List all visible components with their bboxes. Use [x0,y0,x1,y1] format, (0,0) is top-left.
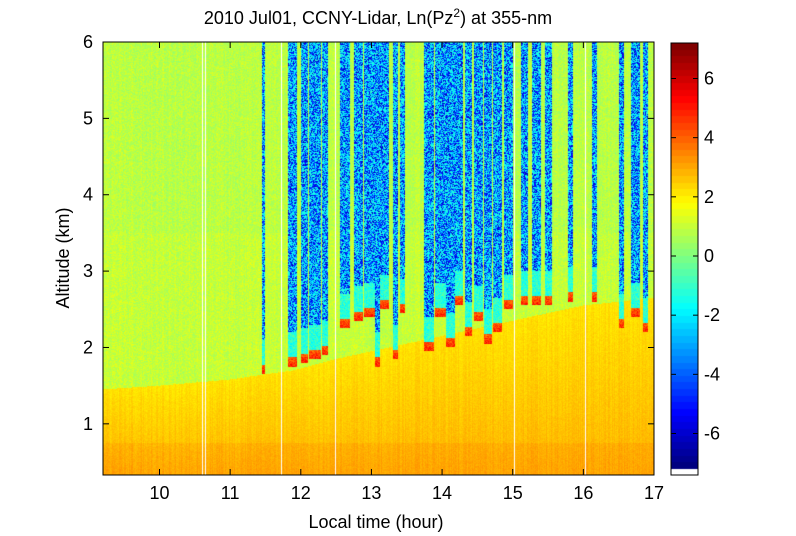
colorbar: -6 -4 -2 0 2 4 6 [670,42,720,476]
y-tick-label: 5 [83,108,93,128]
y-axis: 1 2 3 4 5 6 [83,32,654,434]
x-tick-label: 15 [503,483,523,503]
x-tick-label: 16 [573,483,593,503]
plot-frame [102,41,655,476]
colorbar-gradient [671,43,698,475]
x-axis-label: Local time (hour) [308,512,443,532]
chart-title: 2010 Jul01, CCNY-Lidar, Ln(Pz2) at 355-n… [204,6,552,28]
colorbar-tick-label: 2 [704,187,714,207]
chart-title-superscript: 2 [453,6,460,20]
x-tick-label: 11 [221,483,240,503]
y-tick-label: 3 [83,261,93,281]
x-axis: 10 11 12 13 14 15 16 17 [149,42,664,503]
y-tick-label: 1 [83,414,93,434]
y-axis-label: Altitude (km) [53,207,73,308]
x-tick-label: 10 [149,483,169,503]
colorbar-tick-label: -4 [704,364,720,384]
heatmap-image [103,42,654,475]
colorbar-tick-label: -6 [704,424,720,444]
heatmap-holder [103,42,654,475]
colorbar-holder [671,43,698,475]
y-tick-label: 6 [83,32,93,52]
y-tick-label: 2 [83,337,93,357]
y-tick-label: 4 [83,185,93,205]
colorbar-ticks: -6 -4 -2 0 2 4 6 [671,69,720,444]
colorbar-tick-label: 0 [704,246,714,266]
colorbar-frame [670,42,699,476]
x-tick-label: 12 [291,483,311,503]
x-tick-label: 13 [361,483,381,503]
chart-title-main: 2010 Jul01, CCNY-Lidar, Ln(Pz [204,8,453,28]
colorbar-tick-label: 6 [704,69,714,89]
colorbar-tick-label: -2 [704,305,720,325]
x-tick-label: 14 [432,483,452,503]
x-tick-label: 17 [644,483,664,503]
chart-title-suffix: ) at 355-nm [460,8,552,28]
colorbar-tick-label: 4 [704,128,714,148]
